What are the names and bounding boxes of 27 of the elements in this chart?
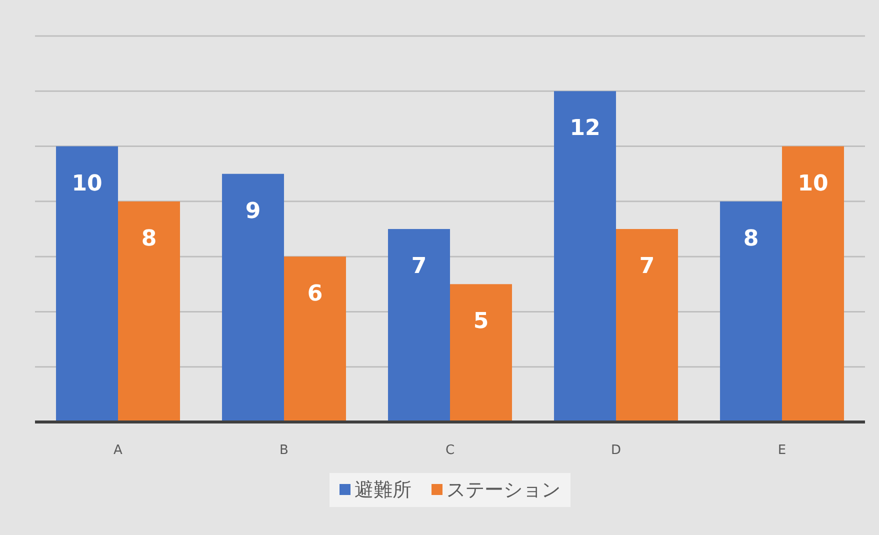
- x-tick-label: A: [114, 443, 123, 458]
- x-tick-label: C: [445, 443, 455, 458]
- data-label: 10: [798, 171, 828, 196]
- bar: [388, 229, 450, 422]
- data-label: 12: [570, 116, 600, 142]
- bar: [616, 229, 678, 422]
- bar: [284, 256, 346, 422]
- data-label: 7: [639, 254, 655, 279]
- bar: [222, 174, 284, 422]
- data-label: 10: [72, 171, 102, 196]
- x-tick-label: E: [778, 443, 786, 458]
- legend-label: ステーション: [446, 479, 560, 501]
- bar: [56, 146, 118, 422]
- data-label: 9: [245, 198, 261, 224]
- bar: [782, 146, 844, 422]
- bar: [450, 284, 512, 422]
- x-tick-label: D: [610, 443, 622, 458]
- data-label: 8: [743, 226, 759, 252]
- data-label: 7: [411, 254, 427, 279]
- bar: [720, 201, 782, 422]
- data-label: 6: [307, 282, 323, 307]
- legend-label: 避難所: [354, 479, 412, 501]
- data-label: 8: [141, 226, 157, 252]
- bar: [554, 91, 616, 422]
- data-label: 5: [473, 309, 489, 334]
- x-tick-label: B: [280, 443, 288, 458]
- bar: [118, 201, 180, 422]
